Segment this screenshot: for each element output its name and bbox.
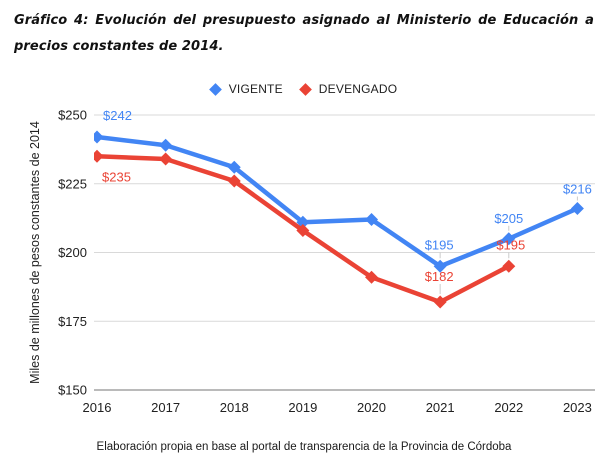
data-point-label-vigente: $242 xyxy=(103,108,132,123)
legend-label-vigente: VIGENTE xyxy=(228,82,283,96)
data-point-marker-devengado xyxy=(365,270,379,284)
data-point-label-devengado: $235 xyxy=(102,169,131,184)
legend-diamond-icon-vigente xyxy=(208,82,222,96)
x-tick-label: 2023 xyxy=(563,400,592,415)
data-point-marker-devengado xyxy=(502,259,516,273)
data-point-marker-devengado xyxy=(159,152,173,166)
data-point-label-vigente: $195 xyxy=(425,237,454,252)
chart-legend: VIGENTE DEVENGADO xyxy=(0,82,608,96)
x-tick-label: 2016 xyxy=(83,400,112,415)
x-tick-label: 2022 xyxy=(494,400,523,415)
data-point-marker-vigente xyxy=(159,138,173,152)
y-tick-label: $150 xyxy=(58,383,87,398)
data-point-marker-vigente xyxy=(502,232,516,246)
legend-item-vigente: VIGENTE xyxy=(208,82,283,96)
x-tick-label: 2019 xyxy=(288,400,317,415)
data-point-label-devengado: $195 xyxy=(496,237,525,252)
data-point-marker-vigente xyxy=(433,259,447,273)
y-tick-label: $250 xyxy=(58,108,87,123)
x-tick-label: 2020 xyxy=(357,400,386,415)
data-point-marker-devengado xyxy=(433,295,447,309)
data-point-marker-vigente xyxy=(94,130,104,144)
data-point-marker-vigente xyxy=(365,213,379,226)
x-tick-label: 2017 xyxy=(151,400,180,415)
figure-title: Gráfico 4: Evolución del presupuesto asi… xyxy=(14,13,594,54)
x-tick-label: 2018 xyxy=(220,400,249,415)
data-point-marker-devengado xyxy=(227,174,241,188)
data-point-label-vigente: $216 xyxy=(563,182,592,197)
data-point-marker-vigente xyxy=(570,202,584,215)
y-tick-label: $225 xyxy=(58,176,87,191)
y-axis-title: Miles de millones de pesos constantes de… xyxy=(28,121,42,384)
legend-diamond-icon-devengado xyxy=(298,82,312,96)
y-tick-label: $200 xyxy=(58,245,87,260)
x-tick-label: 2021 xyxy=(426,400,455,415)
data-point-marker-devengado xyxy=(94,149,104,163)
series-line-vigente xyxy=(94,134,580,269)
legend-label-devengado: DEVENGADO xyxy=(318,82,398,96)
legend-item-devengado: DEVENGADO xyxy=(298,82,398,96)
data-point-marker-devengado xyxy=(296,224,310,237)
data-point-label-devengado: $182 xyxy=(425,269,454,284)
data-point-marker-vigente xyxy=(227,160,241,174)
y-tick-label: $175 xyxy=(58,314,87,329)
source-note: Elaboración propia en base al portal de … xyxy=(96,441,512,453)
data-point-label-vigente: $205 xyxy=(494,211,523,226)
chart-canvas: $250 $225 $200 $175 $150 2016 2017 2018 2019 2020… xyxy=(28,108,595,415)
